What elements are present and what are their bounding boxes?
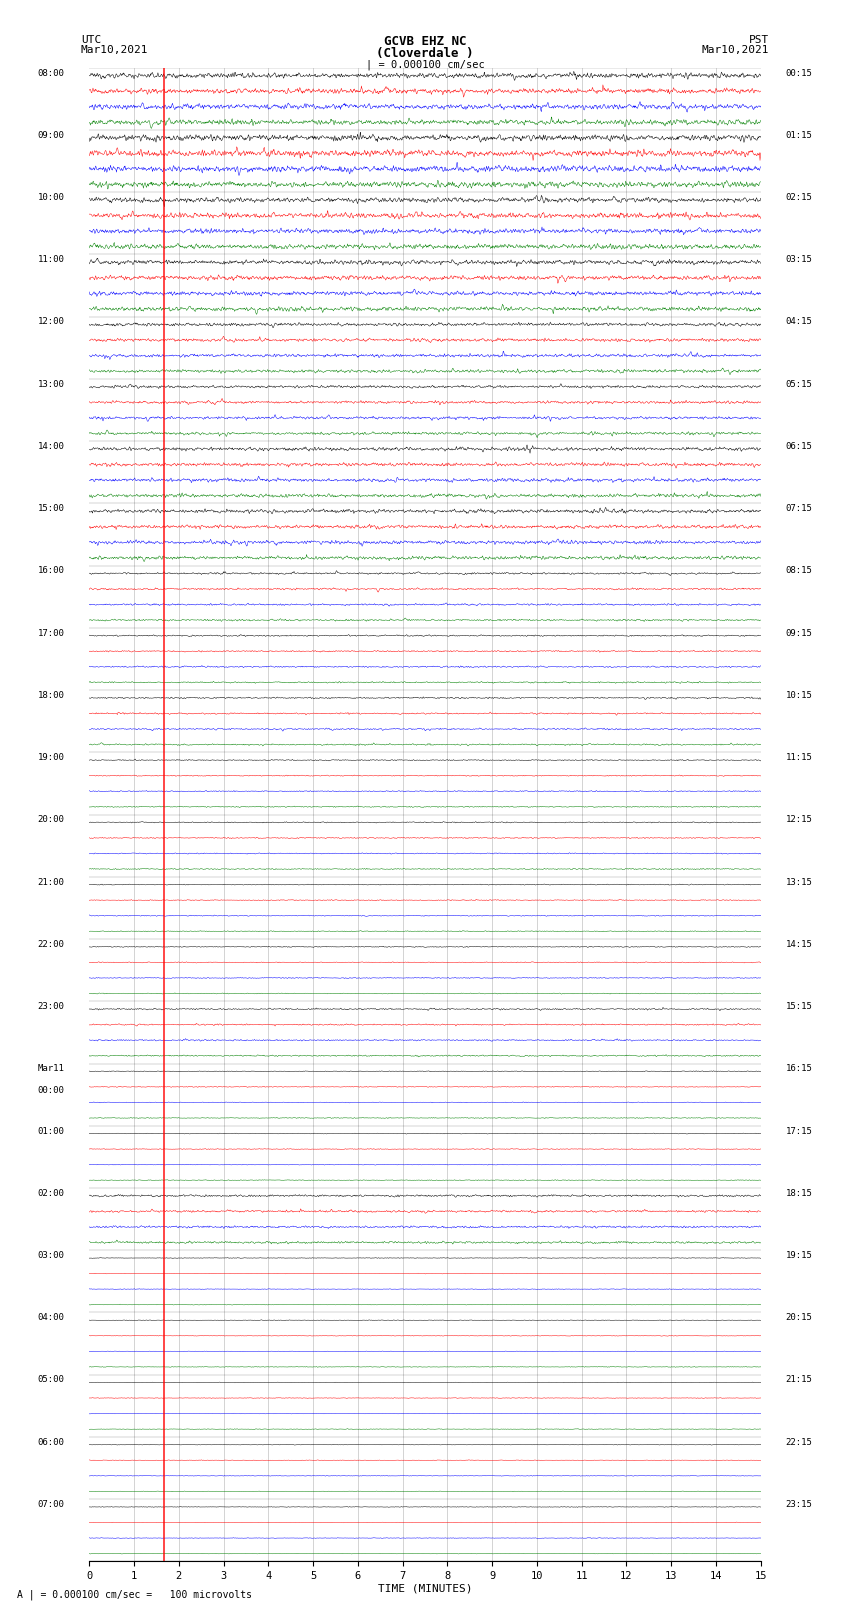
Text: 00:00: 00:00 <box>37 1086 65 1095</box>
Text: 16:00: 16:00 <box>37 566 65 576</box>
Text: 21:00: 21:00 <box>37 877 65 887</box>
Text: 07:15: 07:15 <box>785 505 813 513</box>
Text: 19:15: 19:15 <box>785 1252 813 1260</box>
Text: 23:15: 23:15 <box>785 1500 813 1508</box>
Text: 08:15: 08:15 <box>785 566 813 576</box>
Text: 16:15: 16:15 <box>785 1065 813 1073</box>
Text: 22:15: 22:15 <box>785 1437 813 1447</box>
Text: 12:15: 12:15 <box>785 815 813 824</box>
Text: 11:15: 11:15 <box>785 753 813 761</box>
Text: 04:15: 04:15 <box>785 318 813 326</box>
Text: 18:15: 18:15 <box>785 1189 813 1198</box>
Text: 02:00: 02:00 <box>37 1189 65 1198</box>
Text: Mar10,2021: Mar10,2021 <box>702 45 769 55</box>
Text: 15:15: 15:15 <box>785 1002 813 1011</box>
Text: Mar11: Mar11 <box>37 1065 65 1073</box>
Text: 08:00: 08:00 <box>37 68 65 77</box>
Text: UTC: UTC <box>81 35 101 45</box>
Text: 06:00: 06:00 <box>37 1437 65 1447</box>
Text: 04:00: 04:00 <box>37 1313 65 1323</box>
X-axis label: TIME (MINUTES): TIME (MINUTES) <box>377 1584 473 1594</box>
Text: 19:00: 19:00 <box>37 753 65 761</box>
Text: 06:15: 06:15 <box>785 442 813 452</box>
Text: 05:15: 05:15 <box>785 379 813 389</box>
Text: Mar10,2021: Mar10,2021 <box>81 45 148 55</box>
Text: | = 0.000100 cm/sec: | = 0.000100 cm/sec <box>366 60 484 71</box>
Text: 00:15: 00:15 <box>785 68 813 77</box>
Text: 22:00: 22:00 <box>37 940 65 948</box>
Text: 20:15: 20:15 <box>785 1313 813 1323</box>
Text: A | = 0.000100 cm/sec =   100 microvolts: A | = 0.000100 cm/sec = 100 microvolts <box>17 1589 252 1600</box>
Text: 01:00: 01:00 <box>37 1126 65 1136</box>
Text: 07:00: 07:00 <box>37 1500 65 1508</box>
Text: 12:00: 12:00 <box>37 318 65 326</box>
Text: 01:15: 01:15 <box>785 131 813 140</box>
Text: 09:00: 09:00 <box>37 131 65 140</box>
Text: 11:00: 11:00 <box>37 255 65 265</box>
Text: 14:15: 14:15 <box>785 940 813 948</box>
Text: 18:00: 18:00 <box>37 690 65 700</box>
Text: 09:15: 09:15 <box>785 629 813 637</box>
Text: 21:15: 21:15 <box>785 1376 813 1384</box>
Text: 03:15: 03:15 <box>785 255 813 265</box>
Text: 02:15: 02:15 <box>785 194 813 202</box>
Text: 17:15: 17:15 <box>785 1126 813 1136</box>
Text: 05:00: 05:00 <box>37 1376 65 1384</box>
Text: 10:00: 10:00 <box>37 194 65 202</box>
Text: (Cloverdale ): (Cloverdale ) <box>377 47 473 60</box>
Text: 03:00: 03:00 <box>37 1252 65 1260</box>
Text: GCVB EHZ NC: GCVB EHZ NC <box>383 35 467 48</box>
Text: 23:00: 23:00 <box>37 1002 65 1011</box>
Text: 20:00: 20:00 <box>37 815 65 824</box>
Text: 13:00: 13:00 <box>37 379 65 389</box>
Text: PST: PST <box>749 35 769 45</box>
Text: 17:00: 17:00 <box>37 629 65 637</box>
Text: 13:15: 13:15 <box>785 877 813 887</box>
Text: 15:00: 15:00 <box>37 505 65 513</box>
Text: 10:15: 10:15 <box>785 690 813 700</box>
Text: 14:00: 14:00 <box>37 442 65 452</box>
